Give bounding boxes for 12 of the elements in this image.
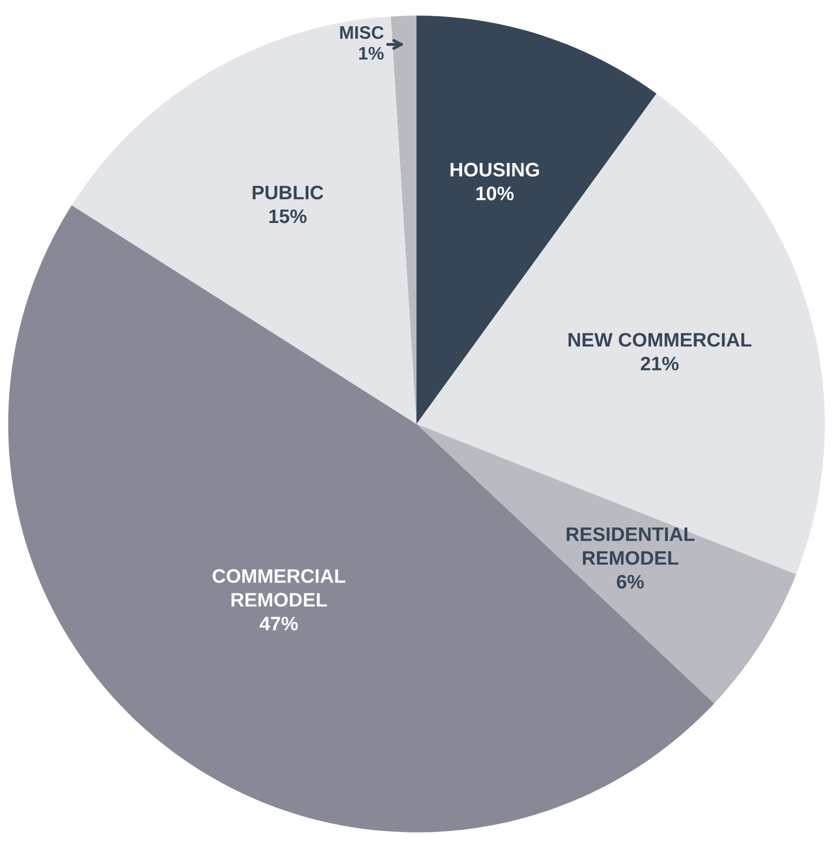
data-label: 21%	[640, 356, 679, 370]
data-label: 47%	[260, 616, 298, 630]
data-label: 1%	[359, 46, 384, 60]
slice-label: MISC	[340, 26, 384, 39]
slice-label: RESIDENTIAL REMODEL	[566, 527, 694, 565]
data-label: 15%	[269, 209, 307, 224]
data-label: 10%	[476, 186, 514, 200]
slice-label: COMMERCIAL REMODEL	[212, 569, 346, 607]
slice-label: HOUSING	[450, 162, 539, 177]
slice-label: NEW COMMERCIAL	[568, 332, 752, 347]
data-label: 6%	[616, 574, 644, 589]
slice-label: PUBLIC	[252, 186, 324, 200]
